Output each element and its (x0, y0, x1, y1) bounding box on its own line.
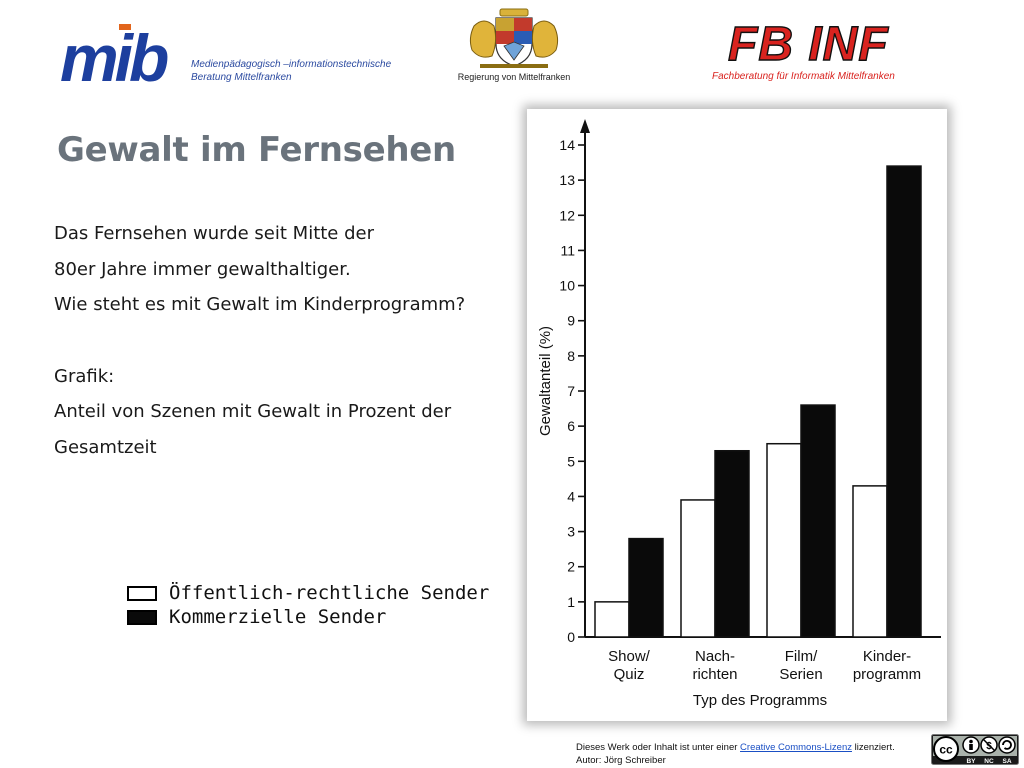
y-tick-label: 8 (567, 348, 575, 364)
license-link[interactable]: Creative Commons-Lizenz (740, 742, 852, 753)
text-line: Wie steht es mit Gewalt im Kinderprogram… (54, 294, 466, 315)
y-axis-label: Gewaltanteil (%) (537, 326, 554, 436)
bar-commercial (886, 165, 922, 638)
legend-swatch-public (127, 585, 157, 601)
y-tick-label: 6 (567, 418, 575, 434)
text-line: Anteil von Szenen mit Gewalt in Prozent … (54, 401, 452, 422)
y-tick-label: 7 (567, 383, 575, 399)
bar-commercial (628, 537, 664, 638)
y-tick-label: 13 (559, 172, 575, 188)
mib-subtitle: Medienpädagogisch –informationstechnisch… (191, 58, 391, 84)
license-suffix: lizenziert. (851, 742, 895, 753)
legend-item-public: Öffentlich-rechtliche Sender (127, 581, 489, 605)
y-tick-label: 11 (560, 242, 575, 258)
chart-legend: Öffentlich-rechtliche Sender Kommerziell… (127, 581, 489, 629)
x-tick-label: richten (692, 666, 737, 683)
mib-logo-text: mib (60, 21, 168, 86)
bar-public (766, 442, 802, 638)
body-text: Das Fernsehen wurde seit Mitte der 80er … (54, 216, 514, 465)
y-tick-label: 2 (567, 559, 575, 575)
chart-card: 0 1 2 3 4 5 6 7 8 9 10 11 12 13 14 Gewaltanteil (%) Show… (527, 109, 947, 721)
x-tick-label: Film/ (785, 648, 818, 665)
mib-accent-mark (119, 24, 131, 30)
mib-subtitle-line1: Medienpädagogisch –informationstechnisch… (191, 59, 392, 70)
bar-public (852, 485, 888, 638)
bar-commercial (800, 404, 836, 638)
fbinf-logo-text: FB INF (728, 18, 889, 70)
x-tick-label: Nach- (695, 648, 735, 665)
y-tick-label: 12 (559, 207, 575, 223)
mib-subtitle-line2: Beratung Mittelfranken (191, 72, 292, 83)
license-prefix: Dieses Werk oder Inhalt ist unter einer (576, 742, 741, 753)
bar-public (594, 601, 630, 638)
cc-license-badge[interactable]: cc $ BY NC SA (931, 734, 1019, 765)
bar-public (680, 499, 716, 638)
crest-label: Regierung von Mittelfranken (457, 72, 571, 82)
fbinf-subtitle: Fachberatung für Informatik Mittelfranke… (712, 71, 895, 82)
bavarian-crest-icon (469, 8, 559, 68)
bar-commercial (714, 449, 750, 638)
y-tick-label: 10 (559, 278, 575, 294)
y-tick-label: 9 (567, 313, 575, 329)
legend-label-public: Öffentlich-rechtliche Sender (169, 582, 490, 604)
legend-label-commercial: Kommerzielle Sender (169, 606, 387, 628)
y-tick-label: 4 (567, 488, 575, 504)
x-tick-label: Quiz (614, 666, 645, 683)
svg-text:$: $ (986, 741, 992, 752)
cc-icon (933, 736, 959, 762)
y-tick-label: 5 (567, 453, 575, 469)
y-axis-arrow (580, 119, 590, 133)
svg-text:NC: NC (984, 758, 994, 765)
x-axis-label: Typ des Programms (693, 692, 827, 709)
text-line: Das Fernsehen wurde seit Mitte der (54, 223, 375, 244)
svg-text:cc: cc (939, 743, 953, 757)
y-tick-label: 1 (567, 594, 575, 610)
license-footer: Dieses Werk oder Inhalt ist unter einer … (576, 741, 895, 767)
x-tick-label: Serien (779, 666, 822, 683)
mib-logo: mib (60, 21, 172, 86)
x-tick-label: Kinder- (863, 648, 911, 665)
text-line: Gesamtzeit (54, 436, 157, 458)
text-line: Grafik: (54, 365, 115, 387)
y-tick-label: 3 (567, 524, 575, 540)
x-tick-label: Show/ (608, 648, 651, 665)
text-line: 80er Jahre immer gewalthaltiger. (54, 258, 351, 280)
svg-text:BY: BY (966, 758, 976, 765)
x-tick-label: programm (853, 666, 921, 683)
fbinf-logo: FB INF (727, 17, 889, 70)
y-tick-label: 14 (559, 137, 575, 153)
y-tick-label: 0 (567, 629, 575, 645)
sa-icon (998, 736, 1016, 754)
page-title: Gewalt im Fernsehen (57, 130, 456, 170)
legend-item-commercial: Kommerzielle Sender (127, 605, 489, 629)
legend-swatch-commercial (127, 609, 157, 625)
svg-text:SA: SA (1002, 758, 1011, 765)
author-line: Autor: Jörg Schreiber (576, 755, 666, 766)
license-line: Dieses Werk oder Inhalt ist unter einer … (576, 741, 895, 754)
